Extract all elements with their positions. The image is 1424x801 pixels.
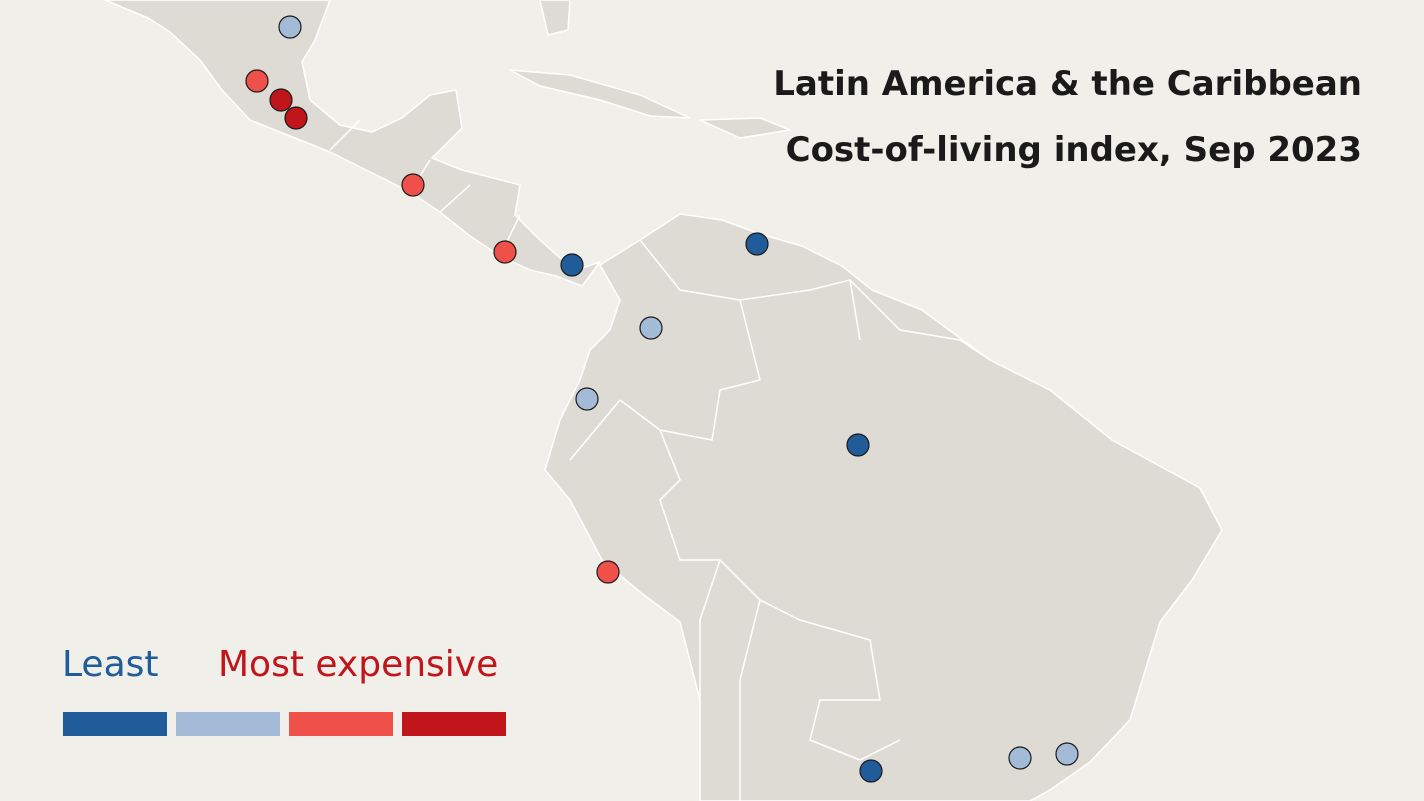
city-dot bbox=[269, 88, 293, 112]
city-dot bbox=[1008, 746, 1032, 770]
city-dot bbox=[401, 173, 425, 197]
city-dot bbox=[596, 560, 620, 584]
legend-swatch bbox=[176, 712, 280, 736]
city-dot bbox=[639, 316, 663, 340]
legend-least: Least bbox=[62, 644, 159, 685]
city-dot bbox=[560, 253, 584, 277]
subtitle: Cost-of-living index, Sep 2023 bbox=[786, 130, 1362, 170]
city-dot bbox=[575, 387, 599, 411]
city-dot bbox=[1055, 742, 1079, 766]
legend-swatch bbox=[63, 712, 167, 736]
legend-swatch bbox=[402, 712, 506, 736]
city-dot bbox=[745, 232, 769, 256]
city-dots bbox=[245, 15, 1079, 783]
legend-most: Most expensive bbox=[218, 644, 498, 685]
city-dot bbox=[493, 240, 517, 264]
legend-swatch bbox=[289, 712, 393, 736]
legend-bars bbox=[63, 712, 506, 736]
city-dot bbox=[278, 15, 302, 39]
title: Latin America & the Caribbean bbox=[773, 64, 1362, 104]
city-dot bbox=[859, 759, 883, 783]
city-dot bbox=[284, 106, 308, 130]
city-dot bbox=[245, 69, 269, 93]
city-dot bbox=[846, 433, 870, 457]
land bbox=[104, 0, 1223, 801]
